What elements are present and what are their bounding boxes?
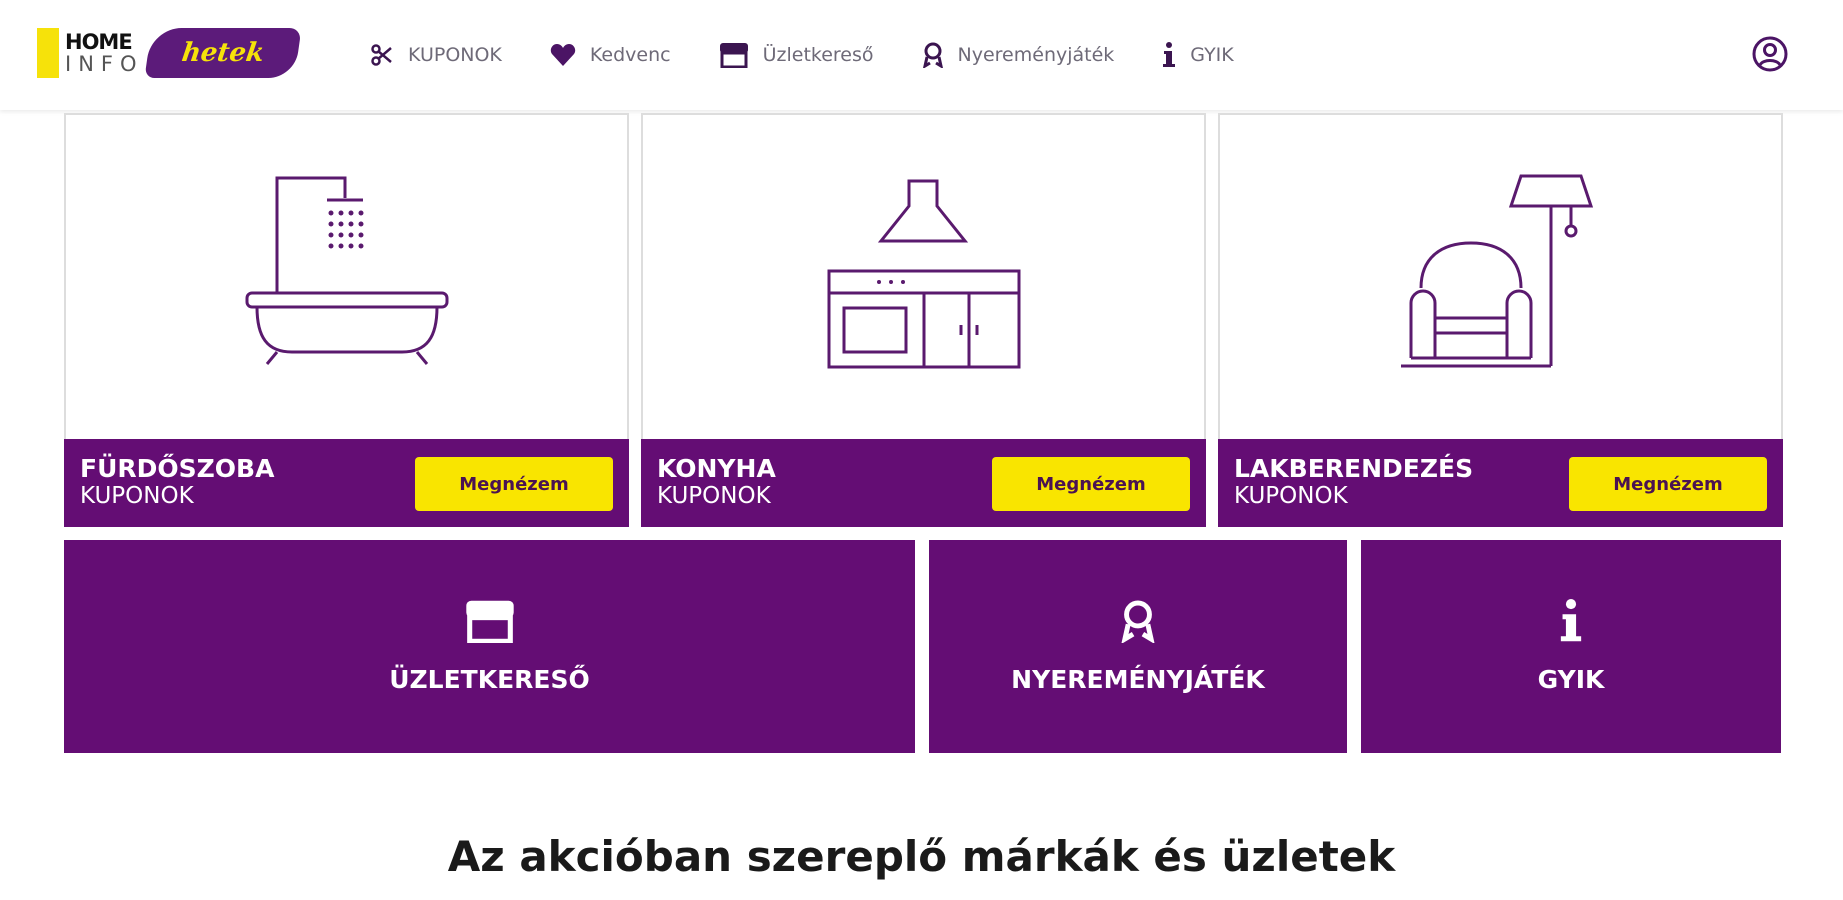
- nav-kuponok[interactable]: KUPONOK: [370, 38, 502, 72]
- tile-nyeremenyjatek[interactable]: NYEREMÉNYJÁTÉK: [929, 540, 1347, 753]
- bathtub-icon: [245, 176, 448, 365]
- tile-label: ÜZLETKERESŐ: [389, 665, 590, 694]
- card-subtitle: KUPONOK: [1234, 483, 1348, 509]
- tile-label: NYEREMÉNYJÁTÉK: [1011, 665, 1265, 694]
- view-button[interactable]: Megnézem: [415, 457, 613, 511]
- store-icon: [719, 43, 748, 68]
- header: HOME INFO hetek KUPONOK Kedvenc Üzletkere…: [0, 0, 1843, 110]
- logo[interactable]: HOME INFO hetek: [37, 26, 302, 80]
- nav-label: Üzletkereső: [762, 44, 874, 66]
- tile-uzletkereso[interactable]: ÜZLETKERESŐ: [64, 540, 915, 753]
- view-button[interactable]: Megnézem: [992, 457, 1190, 511]
- info-icon: [1163, 42, 1176, 67]
- card-title: LAKBERENDEZÉS: [1234, 454, 1474, 483]
- logo-home: HOME: [65, 30, 133, 54]
- nav-label: Kedvenc: [589, 44, 671, 66]
- kitchen-icon: [827, 179, 1020, 369]
- logo-info: INFO: [65, 52, 144, 76]
- card-subtitle: KUPONOK: [657, 483, 771, 509]
- logo-brand: hetek: [144, 28, 302, 78]
- main-nav: KUPONOK Kedvenc Üzletkereső Nyereményját…: [370, 38, 1282, 72]
- quick-links: ÜZLETKERESŐ NYEREMÉNYJÁTÉK GYIK: [64, 540, 1781, 753]
- card-konyha[interactable]: KONYHA KUPONOK Megnézem: [641, 113, 1206, 527]
- store-icon: [465, 600, 514, 643]
- nav-gyik[interactable]: GYIK: [1162, 38, 1234, 72]
- category-cards: FÜRDŐSZOBA KUPONOK Megnézem KONYHA KUPONOK M…: [64, 113, 1783, 527]
- nav-kedvenc[interactable]: Kedvenc: [550, 38, 671, 72]
- user-circle-icon[interactable]: [1752, 36, 1788, 72]
- nav-label: GYIK: [1190, 44, 1234, 66]
- scissors-icon: [371, 44, 392, 66]
- nav-label: KUPONOK: [408, 44, 502, 66]
- armchair-lamp-icon: [1400, 174, 1593, 368]
- nav-uzletkereso[interactable]: Üzletkereső: [719, 38, 874, 72]
- card-title: FÜRDŐSZOBA: [80, 454, 275, 483]
- info-icon: [1560, 599, 1582, 642]
- nav-label: Nyereményjáték: [957, 44, 1115, 66]
- card-title: KONYHA: [657, 454, 776, 483]
- award-icon: [922, 42, 943, 68]
- section-heading: Az akcióban szereplő márkák és üzletek: [447, 832, 1396, 881]
- tile-gyik[interactable]: GYIK: [1361, 540, 1781, 753]
- card-lakberendezes[interactable]: LAKBERENDEZÉS KUPONOK Megnézem: [1218, 113, 1783, 527]
- heart-icon: [550, 44, 576, 66]
- tile-label: GYIK: [1537, 665, 1605, 694]
- card-furdoszoba[interactable]: FÜRDŐSZOBA KUPONOK Megnézem: [64, 113, 629, 527]
- card-subtitle: KUPONOK: [80, 483, 194, 509]
- award-icon: [1121, 600, 1155, 643]
- view-button[interactable]: Megnézem: [1569, 457, 1767, 511]
- logo-bar: [37, 28, 59, 78]
- nav-nyeremenyjatek[interactable]: Nyereményjáték: [922, 38, 1115, 72]
